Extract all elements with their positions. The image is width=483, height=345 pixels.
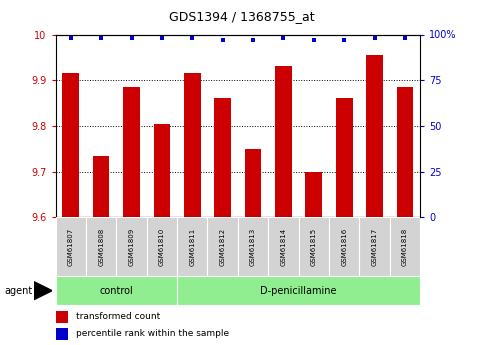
Text: GSM61808: GSM61808 — [98, 228, 104, 266]
Point — [128, 36, 135, 41]
Bar — [184, 73, 200, 217]
Text: GSM61809: GSM61809 — [128, 228, 135, 266]
Bar — [268, 217, 298, 276]
Bar — [336, 99, 353, 217]
Bar — [56, 276, 177, 305]
Bar — [208, 217, 238, 276]
Point — [97, 36, 105, 41]
Bar — [366, 55, 383, 217]
Point — [67, 36, 74, 41]
Bar — [56, 328, 68, 340]
Point — [401, 36, 409, 41]
Text: GSM61813: GSM61813 — [250, 228, 256, 266]
Bar — [329, 217, 359, 276]
Bar — [238, 217, 268, 276]
Bar — [123, 87, 140, 217]
Text: GSM61815: GSM61815 — [311, 228, 317, 266]
Point — [219, 37, 227, 43]
Bar — [305, 172, 322, 217]
Bar — [62, 73, 79, 217]
Point — [341, 37, 348, 43]
Bar — [56, 217, 86, 276]
Text: GSM61811: GSM61811 — [189, 228, 195, 266]
Polygon shape — [34, 282, 52, 300]
Bar — [245, 149, 261, 217]
Bar — [93, 156, 110, 217]
Bar — [359, 217, 390, 276]
Bar — [298, 217, 329, 276]
Bar — [214, 99, 231, 217]
Bar — [177, 276, 420, 305]
Point — [249, 37, 257, 43]
Bar — [275, 67, 292, 217]
Text: GSM61816: GSM61816 — [341, 228, 347, 266]
Bar — [147, 217, 177, 276]
Point — [310, 37, 318, 43]
Text: transformed count: transformed count — [76, 312, 160, 321]
Point — [188, 36, 196, 41]
Point — [371, 36, 379, 41]
Text: GDS1394 / 1368755_at: GDS1394 / 1368755_at — [169, 10, 314, 23]
Bar — [390, 217, 420, 276]
Text: D-penicillamine: D-penicillamine — [260, 286, 337, 296]
Text: GSM61810: GSM61810 — [159, 228, 165, 266]
Bar — [397, 87, 413, 217]
Text: GSM61812: GSM61812 — [220, 228, 226, 266]
Text: control: control — [99, 286, 133, 296]
Text: GSM61818: GSM61818 — [402, 228, 408, 266]
Point — [280, 36, 287, 41]
Bar — [116, 217, 147, 276]
Bar — [56, 310, 68, 323]
Bar — [154, 124, 170, 217]
Bar — [177, 217, 208, 276]
Text: GSM61814: GSM61814 — [281, 228, 286, 266]
Text: agent: agent — [5, 286, 33, 296]
Text: GSM61807: GSM61807 — [68, 228, 74, 266]
Bar — [86, 217, 116, 276]
Text: GSM61817: GSM61817 — [371, 228, 378, 266]
Text: percentile rank within the sample: percentile rank within the sample — [76, 329, 229, 338]
Point — [158, 36, 166, 41]
